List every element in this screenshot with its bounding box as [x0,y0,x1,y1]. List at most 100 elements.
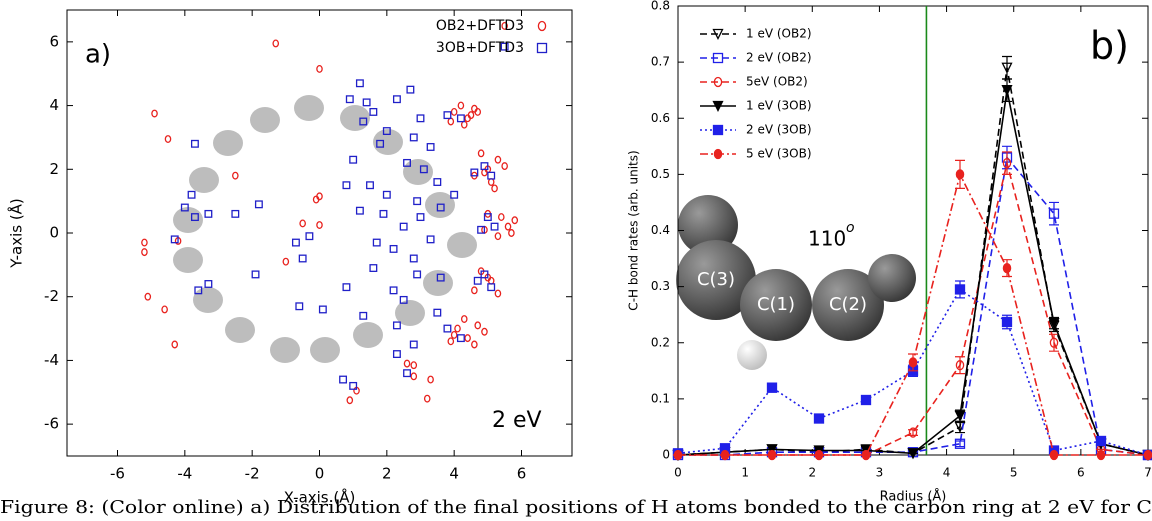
error-bar [1049,201,1059,226]
marker [305,232,314,241]
marker [291,238,300,247]
marker [494,289,502,298]
legend-marker [537,20,547,32]
marker [1049,449,1059,461]
marker [464,334,471,343]
marker [342,181,351,190]
panel-label: a) [85,40,111,70]
ring-atom [310,337,340,363]
marker [501,21,508,30]
marker [1002,157,1012,169]
inset-molecule [676,195,916,370]
marker [1001,85,1013,97]
marker [318,305,327,314]
ring-atom [353,322,383,348]
marker [392,321,401,330]
y-axis-label: C-H bond rates (arb. units) [627,150,641,310]
marker [477,149,485,158]
marker [419,165,428,174]
angle-label: 110 [808,227,846,251]
marker [187,190,196,199]
ring-atom [373,129,403,155]
marker [487,283,496,292]
ring-atom [403,159,433,185]
marker [416,213,425,222]
x-tick-label: 1 [741,466,749,480]
x-tick-label: 6 [517,465,527,483]
marker [282,257,290,266]
y-tick-label: 2 [49,160,59,178]
marker [190,139,199,148]
marker [491,184,498,193]
marker [376,139,385,148]
x-tick-label: -6 [110,465,125,483]
marker [409,133,418,142]
ring-atom [423,270,453,296]
marker [480,270,489,279]
x-tick-label: 0 [315,465,325,483]
marker [355,79,364,88]
legend-marker [536,42,548,54]
legend-marker [712,52,724,64]
marker [409,254,418,263]
legend-label: 1 eV (OB2) [746,27,812,41]
marker [498,213,505,222]
marker [450,107,458,116]
marker [487,171,496,180]
marker [481,327,488,336]
plot-frame [677,5,1149,456]
marker [346,396,354,405]
marker [500,42,509,51]
x-tick-label: 2 [808,466,816,480]
atom-label: C(1) [757,294,795,315]
marker [379,209,388,218]
marker [471,286,478,295]
ring-atom [270,337,300,363]
marker [480,162,489,171]
error-bar [955,440,965,448]
legend-label: 2 eV (3OB) [746,123,812,137]
ring-atom [250,107,280,133]
marker [349,381,358,390]
marker [467,111,475,120]
y-tick-label: 0.4 [651,223,670,237]
angle-superscript: o [846,220,855,236]
x-axis-label: Radius (Å) [880,489,947,505]
x-tick-label: 7 [1144,466,1152,480]
marker [436,203,445,212]
marker [369,264,378,272]
ring-atom [173,247,203,273]
marker [366,181,374,190]
marker [427,375,434,384]
x-axis-label: X-axis (Å) [284,488,356,507]
marker [359,117,368,126]
marker [190,213,199,222]
marker [298,254,307,263]
marker [443,111,452,120]
marker [436,273,445,282]
ring-atom [294,95,324,121]
marker [954,284,966,295]
error-bar [1002,55,1012,80]
marker [1049,337,1059,348]
ring-atom [189,167,219,193]
marker [1001,316,1013,328]
ring-atom [193,287,223,313]
marker [474,321,482,330]
marker [141,238,148,247]
x-tick-label: 4 [943,466,951,480]
marker [372,238,381,247]
marker [180,203,189,212]
marker [1048,208,1060,219]
marker [450,330,458,339]
marker [955,169,965,180]
marker [389,286,398,295]
marker [508,229,515,237]
marker [473,276,482,285]
marker [399,222,408,231]
legend-marker [713,76,723,88]
marker [954,410,966,422]
marker [299,219,306,228]
marker [860,394,872,406]
